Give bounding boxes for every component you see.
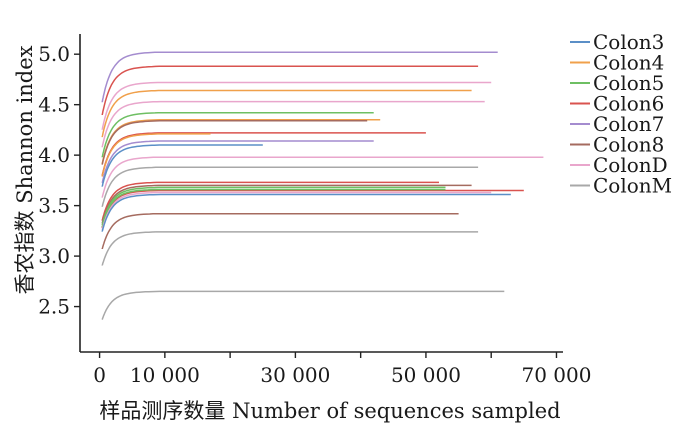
curve-colon6 xyxy=(101,189,524,229)
curve-colon6 xyxy=(101,181,439,222)
curve-colond xyxy=(101,100,485,148)
axes xyxy=(79,34,563,353)
curve-colonm xyxy=(101,166,479,208)
curve-colon5 xyxy=(101,186,446,226)
legend-label: Colon4 xyxy=(593,51,664,75)
curve-colon5 xyxy=(101,188,446,228)
x-tick-label: 70 000 xyxy=(521,363,591,387)
x-tick-label: 50 000 xyxy=(391,363,461,387)
y-tick-label: 5.0 xyxy=(38,42,70,66)
curve-colon8 xyxy=(101,184,472,224)
curve-colonm xyxy=(101,231,479,267)
legend-label: ColonM xyxy=(593,174,672,198)
curve-colond xyxy=(101,156,544,199)
legend-label: Colon7 xyxy=(593,112,664,136)
y-tick-label: 3.0 xyxy=(38,244,70,268)
curve-colon7 xyxy=(101,51,498,103)
x-ticks: 0 10 000 30 000 50 000 70 000 xyxy=(93,352,591,387)
x-axis-title: 样品测序数量 Number of sequences sampled xyxy=(99,399,560,423)
curve-colon4 xyxy=(101,133,211,178)
curve-colon7 xyxy=(101,140,374,184)
curve-colonm xyxy=(101,290,505,321)
curve-colon6 xyxy=(101,65,479,116)
legend-label: ColonD xyxy=(593,153,668,177)
curve-colon3 xyxy=(101,144,263,188)
curve-colon8 xyxy=(101,212,459,250)
y-tick-label: 2.5 xyxy=(38,295,70,319)
legend-label: Colon6 xyxy=(593,92,664,116)
curve-layer xyxy=(101,51,544,321)
curve-colond xyxy=(101,81,492,131)
curve-colon5 xyxy=(101,111,374,158)
curve-colon3 xyxy=(101,193,511,233)
curve-colon8 xyxy=(101,120,368,166)
x-tick-label: 10 000 xyxy=(130,363,200,387)
legend-label: Colon3 xyxy=(593,30,664,54)
legend-label: Colon8 xyxy=(593,133,664,157)
legend: Colon3Colon4Colon5Colon6Colon7Colon8Colo… xyxy=(570,30,672,198)
x-tick-label: 30 000 xyxy=(260,363,330,387)
x-tick-label: 0 xyxy=(93,363,106,387)
y-ticks: 2.5 3.0 3.5 4.0 4.5 5.0 xyxy=(38,42,80,319)
y-axis-title: 香农指数 Shannon index xyxy=(13,45,37,294)
curve-colond xyxy=(101,191,492,231)
curve-colon6 xyxy=(101,132,426,177)
curve-colon4 xyxy=(101,89,472,138)
y-tick-label: 4.5 xyxy=(38,93,70,117)
legend-label: Colon5 xyxy=(593,71,664,95)
y-tick-label: 3.5 xyxy=(38,194,70,218)
y-tick-label: 4.0 xyxy=(38,143,70,167)
